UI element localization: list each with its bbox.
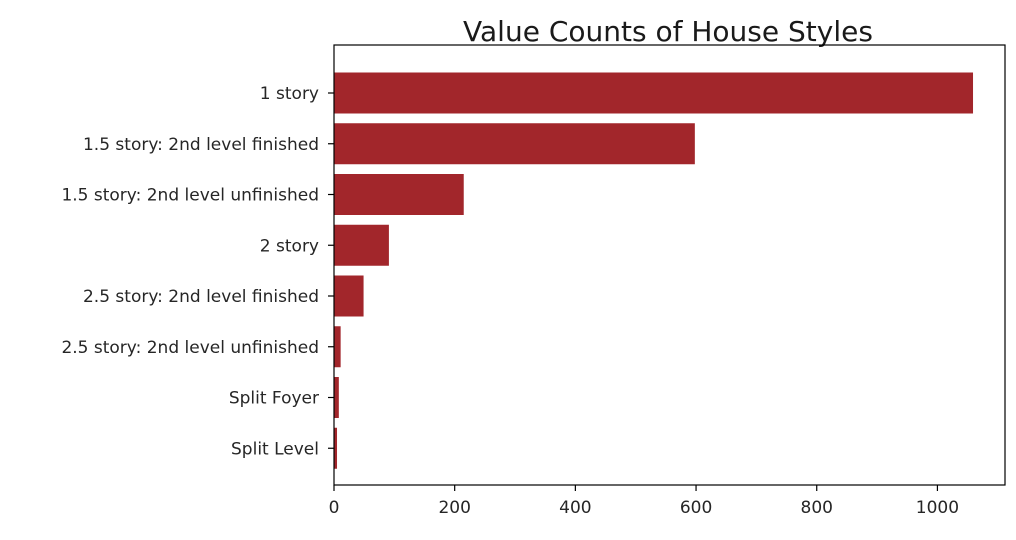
bar-5 (334, 326, 341, 368)
category-label: 1.5 story: 2nd level finished (83, 135, 319, 155)
category-labels: 1 story 1.5 story: 2nd level finished 1.5 … (61, 84, 334, 459)
x-axis-ticks: 0 200 400 600 800 1000 (329, 485, 959, 518)
category-label: 1 story (260, 84, 319, 104)
bar-7 (334, 427, 338, 469)
bar-2 (334, 174, 464, 215)
chart-title: Value Counts of House Styles (463, 15, 873, 48)
x-tick-label: 600 (680, 498, 712, 518)
bar-0 (334, 72, 974, 114)
x-tick-label: 200 (438, 498, 470, 518)
category-label: Split Foyer (229, 389, 319, 409)
x-tick-label: 400 (559, 498, 591, 518)
category-label: 2.5 story: 2nd level finished (83, 287, 319, 307)
x-tick-label: 800 (801, 498, 833, 518)
bars-group (334, 72, 974, 469)
category-label: 1.5 story: 2nd level unfinished (61, 186, 319, 206)
x-tick-label: 1000 (916, 498, 959, 518)
plot-frame (333, 44, 1006, 486)
category-label: Split Level (231, 439, 319, 459)
category-label: 2 story (260, 236, 319, 256)
x-tick-label: 0 (329, 498, 340, 518)
bar-3 (334, 224, 389, 266)
bar-4 (334, 275, 364, 317)
category-label: 2.5 story: 2nd level unfinished (61, 338, 319, 358)
bar-6 (334, 377, 339, 418)
bar-1 (334, 123, 695, 165)
